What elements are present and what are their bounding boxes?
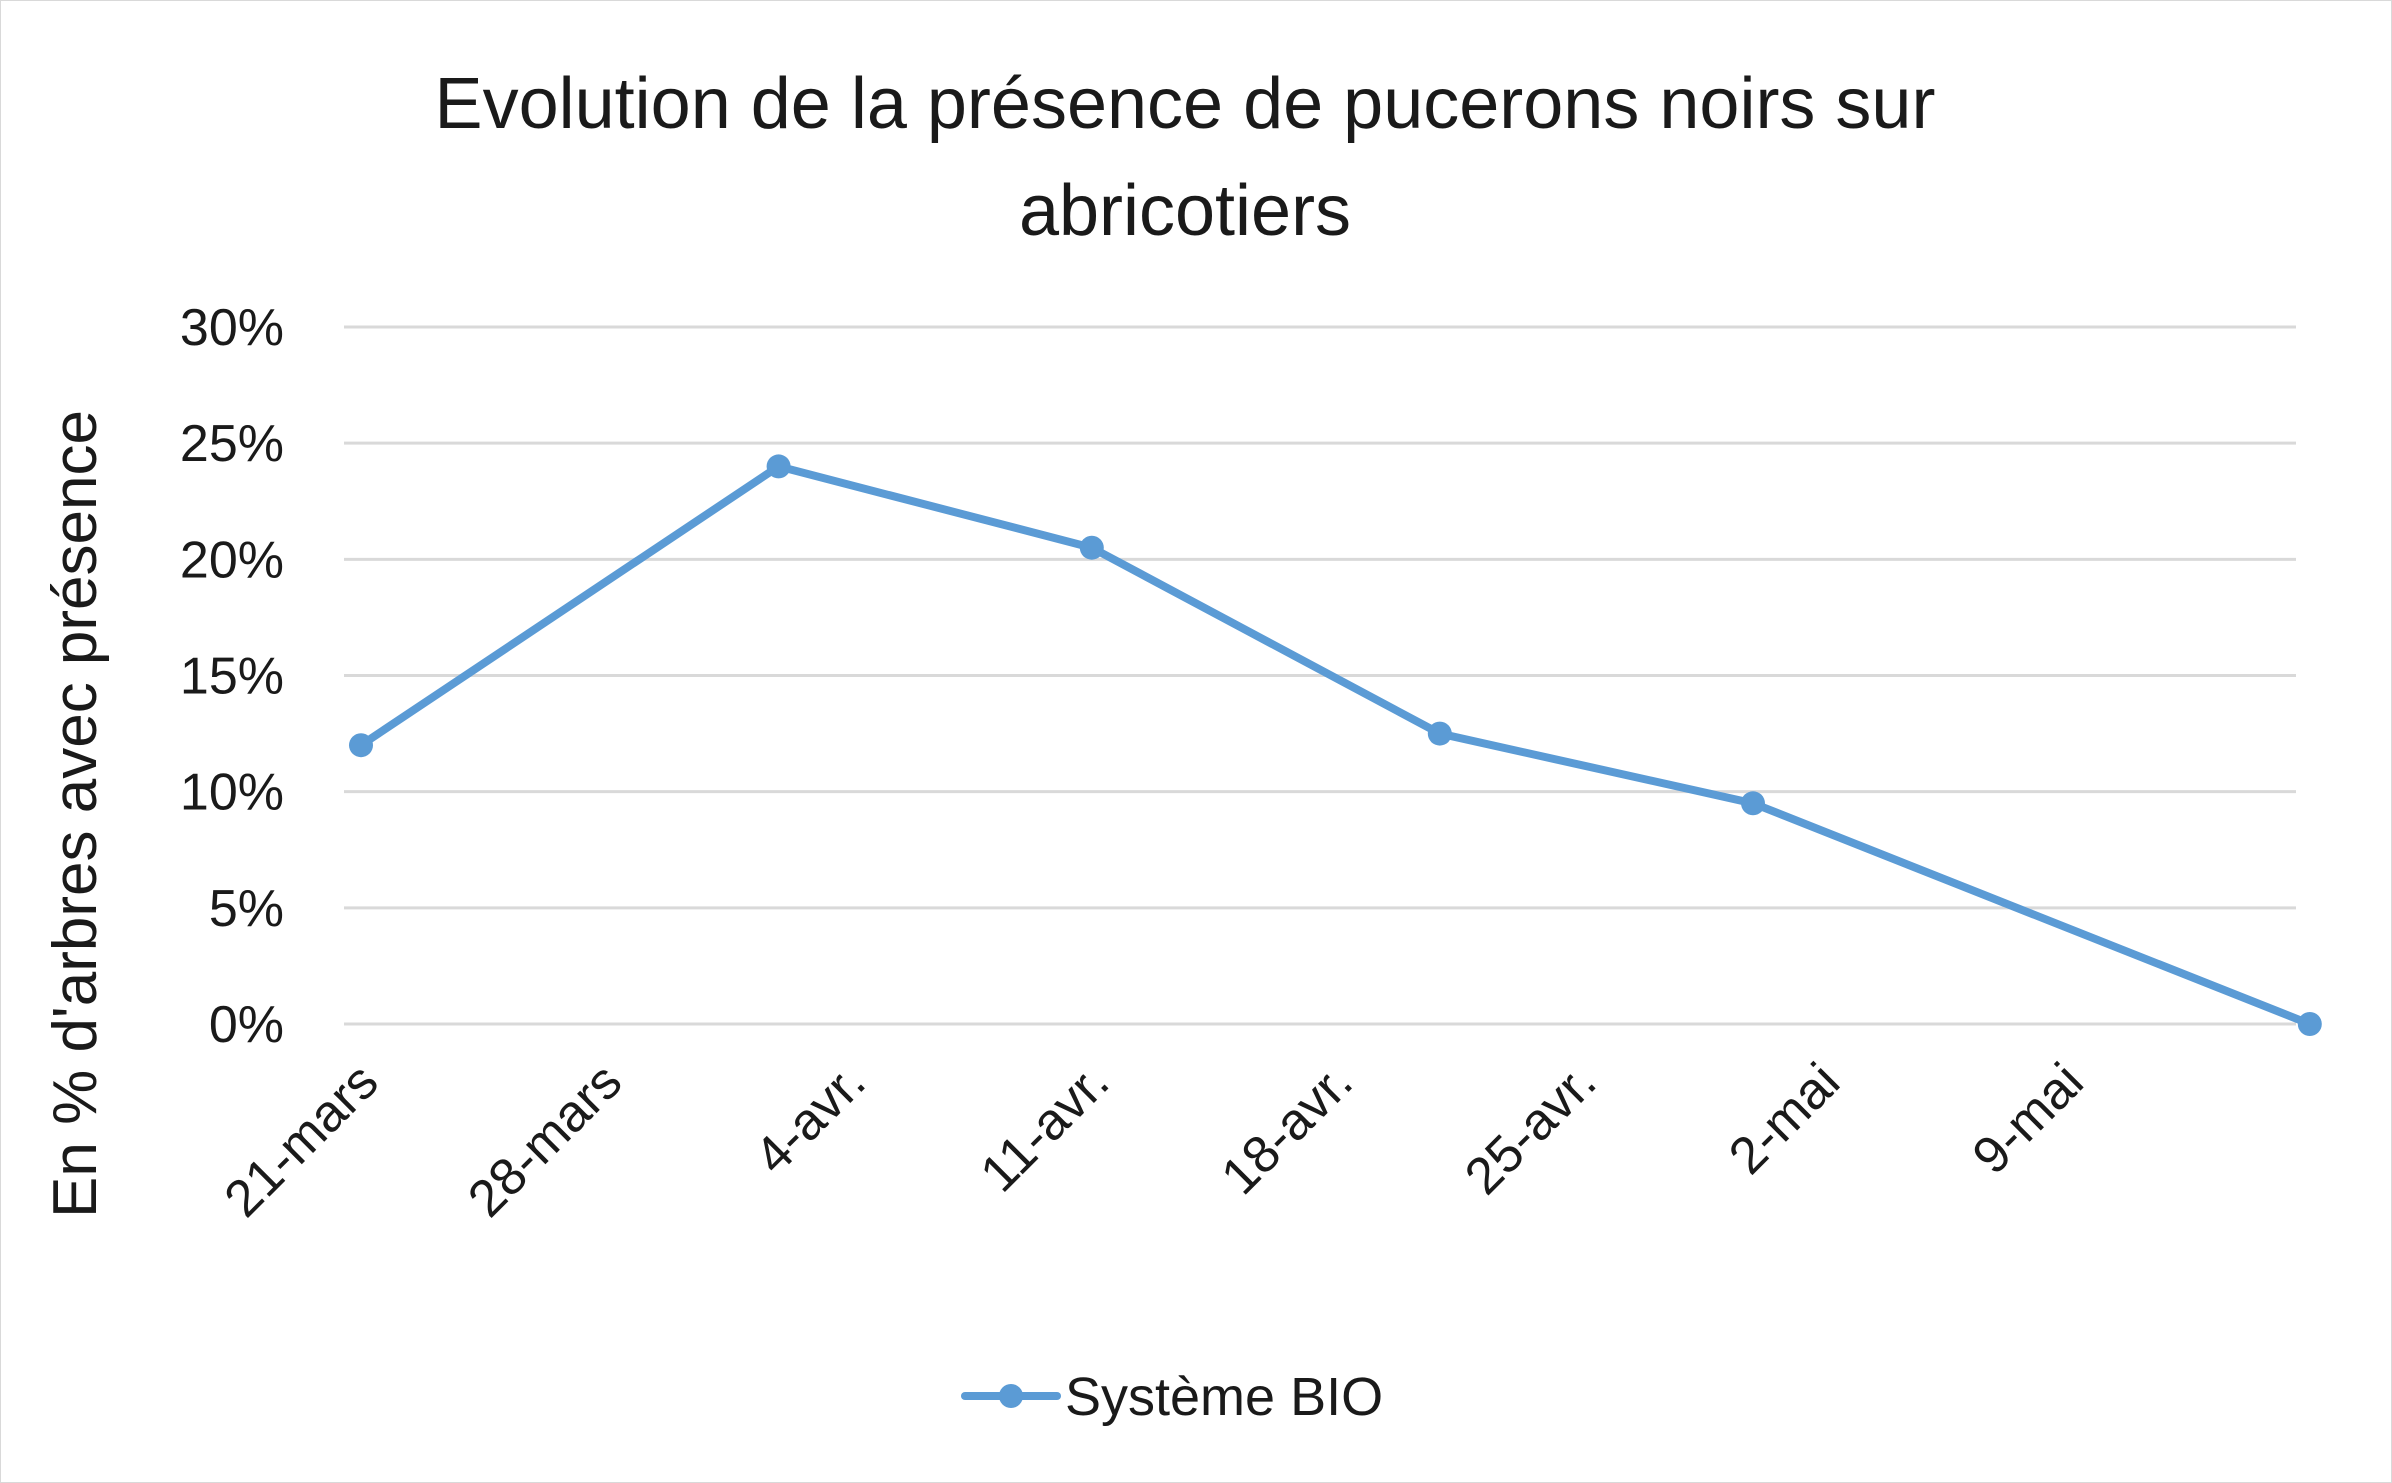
x-tick-label: 21-mars xyxy=(214,1052,390,1228)
x-tick-label: 18-avr. xyxy=(1210,1052,1363,1205)
y-tick-label: 10% xyxy=(180,764,284,822)
x-axis-ticks: 21-mars 28-mars 4-avr. 11-avr. 18-avr. 25-avr… xyxy=(214,1052,2095,1228)
y-tick-label: 20% xyxy=(180,531,284,589)
series-layer xyxy=(349,454,2322,1036)
data-point xyxy=(1741,791,1765,816)
x-tick-label: 2-mai xyxy=(1718,1052,1851,1185)
y-tick-label: 30% xyxy=(180,299,284,357)
x-tick-label: 4-avr. xyxy=(744,1052,877,1185)
y-axis-title: En % d'arbres avec présence xyxy=(41,410,110,1218)
legend-point-marker xyxy=(999,1384,1023,1408)
chart-title-line-1: Evolution de la présence de pucerons noi… xyxy=(435,64,1936,144)
gridlines xyxy=(344,325,2296,1026)
y-tick-label: 5% xyxy=(209,880,284,938)
x-tick-label: 25-avr. xyxy=(1454,1052,1607,1205)
legend-label: Système BIO xyxy=(1065,1367,1383,1427)
y-tick-label: 0% xyxy=(209,996,284,1054)
data-point xyxy=(2297,1012,2322,1036)
data-point xyxy=(766,454,791,479)
legend: Système BIO xyxy=(961,1367,1383,1427)
x-tick-label: 9-mai xyxy=(1962,1052,2095,1185)
chart-title-line-2: abricotiers xyxy=(1019,171,1351,251)
data-point xyxy=(349,733,373,758)
x-tick-label: 28-mars xyxy=(457,1052,633,1228)
x-tick-label: 11-avr. xyxy=(970,1052,1121,1203)
y-tick-label: 15% xyxy=(180,648,284,706)
data-point xyxy=(1427,721,1452,746)
y-axis-ticks: 0% 5% 10% 15% 20% 25% 30% xyxy=(180,299,284,1054)
series-line xyxy=(357,462,2314,1028)
data-point xyxy=(1079,535,1104,560)
y-tick-label: 25% xyxy=(180,415,284,473)
